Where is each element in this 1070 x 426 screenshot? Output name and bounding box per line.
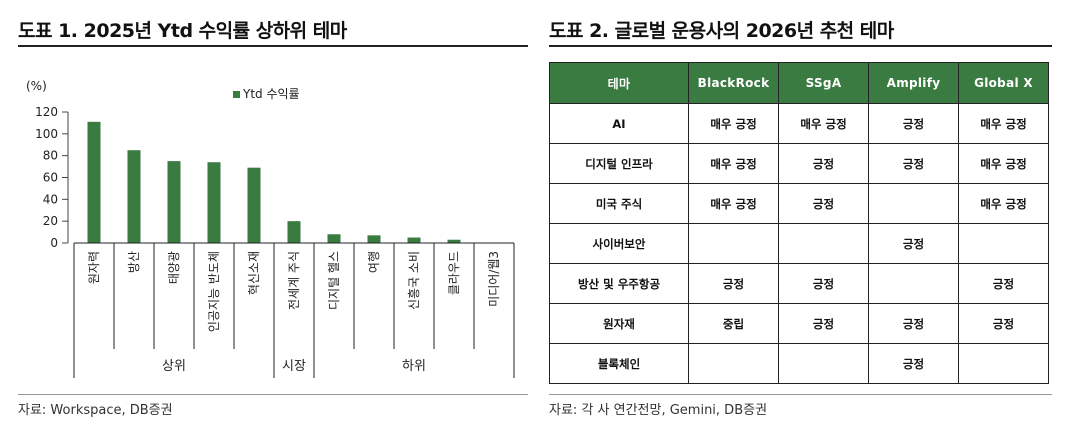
category-label: 인공지능 반도체 [207,251,221,332]
header-globalx: Global X [958,62,1049,104]
table-row: 원자재 중립 긍정 긍정 긍정 [549,303,1049,344]
table-cell: 매우 긍정 [958,183,1049,224]
row-theme: AI [549,103,689,144]
table-row: 사이버보안 긍정 [549,223,1049,264]
category-label: 혁신소재 [247,251,261,295]
category-label: 원자력 [87,251,101,284]
row-theme: 사이버보안 [549,223,689,264]
table-cell: 긍정 [868,103,959,144]
table-cell: 매우 긍정 [688,103,779,144]
category-label: 방산 [127,251,141,273]
table-cell [778,223,869,264]
table-cell: 긍정 [778,263,869,304]
category-label: 미디어/웹3 [487,251,501,307]
bar [407,237,421,243]
bar [127,150,141,243]
table-cell [688,343,779,384]
table-row: 블록체인 긍정 [549,343,1049,384]
row-theme: 블록체인 [549,343,689,384]
category-label: 여행 [366,251,381,273]
header-theme: 테마 [549,62,689,104]
row-theme: 방산 및 우주항공 [549,263,689,304]
group-label: 하위 [402,359,426,374]
table-cell: 긍정 [868,343,959,384]
y-tick-label: 120 [35,105,58,119]
table-cell: 매우 긍정 [688,183,779,224]
category-label: 클라우드 [447,251,461,295]
right-title-rule [549,45,1052,47]
header-ssga: SSgA [778,62,869,104]
y-tick-label: 0 [50,236,58,250]
right-source-rule [549,394,1052,395]
left-source-rule [18,394,528,395]
row-theme: 디지털 인프라 [549,143,689,184]
table-cell: 긍정 [868,223,959,264]
row-theme: 원자재 [549,303,689,344]
bar [207,162,221,243]
recommended-themes-table: 테마 BlackRock SSgA Amplify Global X AI 매우… [549,62,1049,384]
row-theme: 미국 주식 [549,183,689,224]
bar [447,239,461,243]
left-source: 자료: Workspace, DB증권 [18,403,173,418]
header-amplify: Amplify [868,62,959,104]
table-row: 미국 주식 매우 긍정 긍정 매우 긍정 [549,183,1049,224]
y-tick-label: 100 [35,127,58,141]
table-cell: 긍정 [688,263,779,304]
right-panel-title: 도표 2. 글로벌 운용사의 2026년 추천 테마 [549,20,894,42]
table-cell: 긍정 [958,303,1049,344]
table-cell: 매우 긍정 [688,143,779,184]
table-cell: 긍정 [958,263,1049,304]
table-cell [958,223,1049,264]
table-cell: 매우 긍정 [958,143,1049,184]
table-cell: 매우 긍정 [958,103,1049,144]
y-tick-label: 40 [43,192,58,206]
table-cell [688,223,779,264]
bar [167,161,181,243]
y-tick-label: 80 [43,149,58,163]
table-cell: 매우 긍정 [778,103,869,144]
table-cell: 긍정 [868,303,959,344]
table-row: 디지털 인프라 매우 긍정 긍정 긍정 매우 긍정 [549,143,1049,184]
table-row: AI 매우 긍정 매우 긍정 긍정 매우 긍정 [549,103,1049,144]
table-cell: 긍정 [778,183,869,224]
bar [247,167,261,243]
header-blackrock: BlackRock [688,62,779,104]
table-cell [868,263,959,304]
legend-swatch [233,91,240,98]
bar [327,234,341,243]
category-label: 전세계 주식 [287,251,301,310]
table-cell: 긍정 [778,143,869,184]
bar [287,221,301,243]
table-cell [958,343,1049,384]
group-label: 시장 [282,359,306,374]
category-label: 디지털 헬스 [327,251,341,310]
table-cell: 긍정 [778,303,869,344]
table-row: 방산 및 우주항공 긍정 긍정 긍정 [549,263,1049,304]
right-source: 자료: 각 사 연간전망, Gemini, DB증권 [549,403,768,418]
group-label: 상위 [162,359,186,374]
bar [367,235,381,243]
bar [87,121,101,243]
category-label: 신흥국 소비 [407,251,421,310]
table-header-row: 테마 BlackRock SSgA Amplify Global X [549,62,1049,104]
legend-label: Ytd 수익률 [242,87,300,101]
table-cell [778,343,869,384]
left-title-rule [18,45,528,47]
table-cell [868,183,959,224]
left-panel-title: 도표 1. 2025년 Ytd 수익률 상하위 테마 [18,20,347,42]
category-label: 태양광 [167,251,181,284]
y-tick-label: 60 [43,171,58,185]
y-tick-label: 20 [43,214,58,228]
y-unit-label: (%) [26,79,47,93]
table-cell: 긍정 [868,143,959,184]
table-cell: 중립 [688,303,779,344]
